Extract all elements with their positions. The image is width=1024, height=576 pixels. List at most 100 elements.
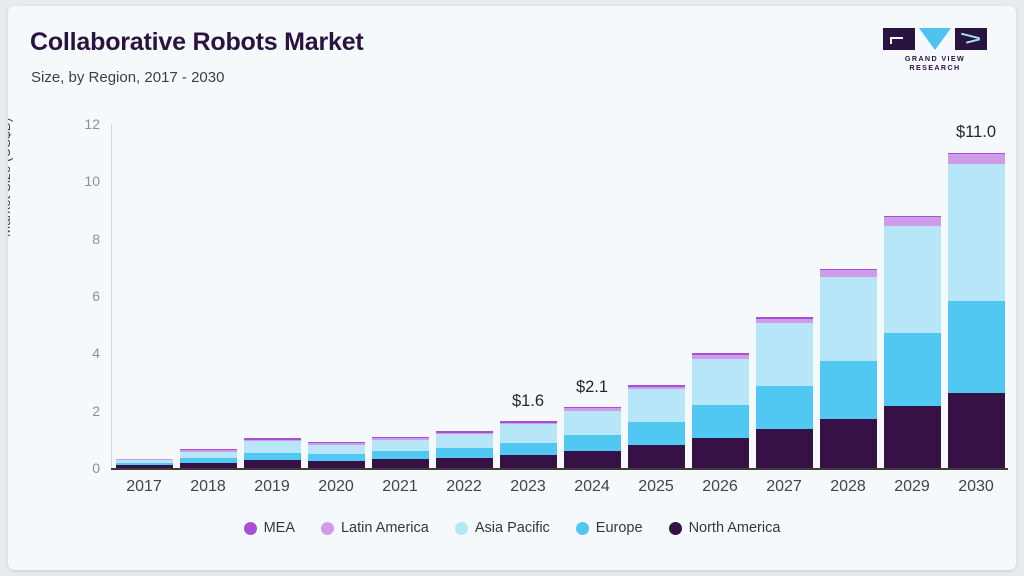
bar-segment-mea[interactable] [435,431,493,433]
bar-segment-asia-pacific[interactable] [947,164,1005,301]
bar-segment-mea[interactable] [691,353,749,355]
bar-segment-north-america[interactable] [371,459,429,468]
bar-segment-latin-america[interactable] [627,386,685,390]
bar-segment-north-america[interactable] [243,460,301,468]
bar-segment-mea[interactable] [371,436,429,439]
stacked-bar[interactable] [435,431,493,468]
bar-segment-europe[interactable] [627,421,685,446]
bar-segment-north-america[interactable] [691,437,749,468]
bar-segment-mea[interactable] [179,448,237,451]
bar-segment-asia-pacific[interactable] [819,276,877,361]
stacked-bar[interactable] [563,406,621,468]
bar-segment-latin-america[interactable] [883,217,941,226]
stacked-bar[interactable] [627,385,685,468]
stacked-bar[interactable] [947,152,1005,468]
bar-segment-europe[interactable] [371,451,429,460]
bar-segment-north-america[interactable] [627,445,685,468]
bar-segment-mea[interactable] [947,152,1005,155]
bar-column[interactable] [624,124,688,468]
bar-segment-asia-pacific[interactable] [307,444,365,455]
bar-segment-europe[interactable] [499,443,557,456]
bar-segment-asia-pacific[interactable] [435,434,493,449]
bar-segment-north-america[interactable] [179,462,237,468]
bar-segment-europe[interactable] [307,454,365,461]
stacked-bar[interactable] [755,317,813,468]
stacked-bar[interactable] [179,448,237,468]
bar-column[interactable] [240,124,304,468]
bar-segment-europe[interactable] [435,448,493,458]
bar-segment-latin-america[interactable] [179,450,237,452]
stacked-bar[interactable] [883,215,941,468]
bar-segment-europe[interactable] [883,333,941,407]
bar-segment-north-america[interactable] [563,450,621,468]
bar-segment-europe[interactable] [755,386,813,430]
bar-segment-mea[interactable] [243,438,301,440]
bar-segment-europe[interactable] [179,458,237,463]
stacked-bar[interactable] [691,353,749,468]
bar-segment-latin-america[interactable] [755,318,813,324]
bar-segment-north-america[interactable] [755,429,813,468]
bar-segment-asia-pacific[interactable] [115,460,173,464]
bar-segment-mea[interactable] [755,317,813,319]
legend-item[interactable]: Latin America [320,520,429,536]
bar-segment-latin-america[interactable] [691,354,749,359]
bar-segment-latin-america[interactable] [243,439,301,442]
bar-segment-north-america[interactable] [819,419,877,468]
bar-segment-europe[interactable] [115,463,173,466]
bar-segment-north-america[interactable] [307,460,365,468]
bar-segment-europe[interactable] [243,452,301,461]
bar-segment-latin-america[interactable] [563,408,621,411]
bar-segment-europe[interactable] [563,435,621,451]
bar-column[interactable] [816,124,880,468]
bar-segment-mea[interactable] [563,406,621,409]
bar-segment-latin-america[interactable] [947,154,1005,165]
bar-column[interactable]: $1.6 [496,124,560,468]
bar-segment-latin-america[interactable] [435,432,493,435]
bar-segment-latin-america[interactable] [371,438,429,440]
stacked-bar[interactable] [115,458,173,468]
bar-segment-mea[interactable] [627,385,685,387]
bar-segment-mea[interactable] [307,441,365,444]
bar-segment-mea[interactable] [819,268,877,271]
bar-column[interactable] [368,124,432,468]
bar-segment-latin-america[interactable] [499,422,557,425]
bar-segment-asia-pacific[interactable] [627,389,685,422]
stacked-bar[interactable] [307,441,365,468]
bar-column[interactable] [752,124,816,468]
legend-item[interactable]: MEA [243,520,295,536]
legend-item[interactable]: North America [668,520,780,536]
bar-segment-latin-america[interactable] [307,443,365,445]
bar-segment-asia-pacific[interactable] [883,225,941,334]
bar-column[interactable] [432,124,496,468]
bar-segment-asia-pacific[interactable] [755,323,813,387]
bar-column[interactable] [880,124,944,468]
legend-item[interactable]: Europe [575,520,643,536]
bar-segment-latin-america[interactable] [819,270,877,277]
bar-segment-europe[interactable] [691,404,749,438]
bar-segment-asia-pacific[interactable] [499,424,557,444]
legend-item[interactable]: Asia Pacific [454,520,550,536]
bar-column[interactable]: $2.1 [560,124,624,468]
bar-column[interactable] [176,124,240,468]
bar-segment-asia-pacific[interactable] [179,451,237,459]
stacked-bar[interactable] [243,438,301,468]
bar-segment-north-america[interactable] [947,392,1005,468]
bar-segment-north-america[interactable] [435,457,493,468]
bar-segment-asia-pacific[interactable] [371,439,429,452]
bar-segment-north-america[interactable] [499,455,557,468]
bar-column[interactable] [688,124,752,468]
stacked-bar[interactable] [819,268,877,468]
bar-segment-latin-america[interactable] [115,458,173,461]
bar-segment-north-america[interactable] [115,465,173,468]
bar-segment-asia-pacific[interactable] [691,358,749,405]
stacked-bar[interactable] [499,421,557,468]
bar-segment-mea[interactable] [499,421,557,423]
bar-segment-asia-pacific[interactable] [563,410,621,436]
bar-segment-mea[interactable] [883,215,941,218]
bar-column[interactable] [304,124,368,468]
bar-segment-europe[interactable] [819,360,877,420]
bar-segment-europe[interactable] [947,300,1005,393]
bar-column[interactable] [112,124,176,468]
bar-segment-north-america[interactable] [883,406,941,468]
stacked-bar[interactable] [371,436,429,468]
